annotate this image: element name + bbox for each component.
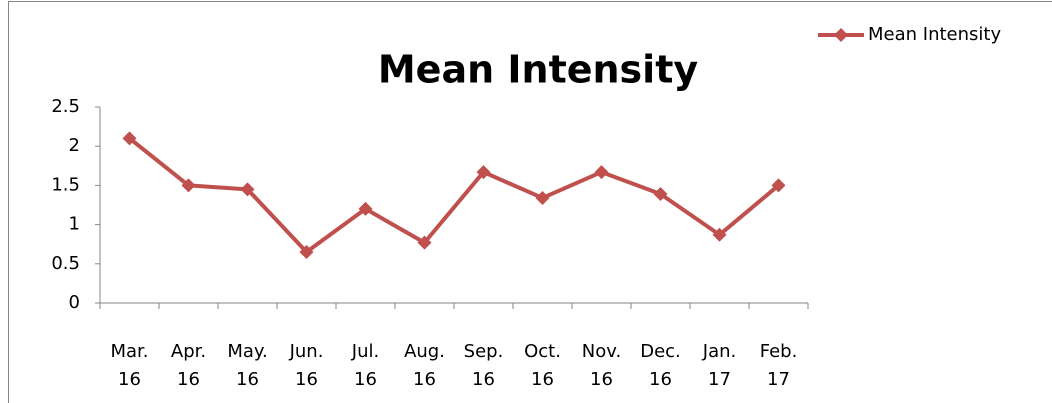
x-tick-label: May. 16 [227,341,267,390]
marker [594,165,609,180]
x-tick-label: Jul. 16 [351,341,379,390]
x-tick-label: Jun. 16 [289,341,324,390]
marker [712,227,727,242]
marker [417,235,432,250]
legend-label: Mean Intensity [868,24,1001,45]
y-tick-label: 1.5 [51,174,80,195]
marker [358,201,373,216]
x-tick-label: Dec. 16 [640,341,681,390]
x-tick-label: Oct. 16 [524,341,561,390]
chart-title: Mean Intensity [378,48,699,92]
chart-frame [8,1,1052,403]
x-tick-label: Feb. 17 [760,341,798,390]
marker [122,131,137,146]
y-tick-label: 2.5 [51,96,80,117]
x-tick-label: Nov. 16 [582,341,621,390]
x-tick-label: Sep. 16 [464,341,504,390]
y-tick-label: 0.5 [51,253,80,274]
marker [240,182,255,197]
marker [476,165,491,180]
marker [535,190,550,205]
marker [181,178,196,193]
marker [653,187,668,202]
line [128,136,780,255]
y-tick-label: 1 [69,214,80,235]
x-tick-label: Mar. 16 [110,341,148,390]
marker [771,178,786,193]
marker [299,245,314,260]
legend-marker [834,28,848,42]
x-tick-label: Apr. 16 [171,341,206,390]
y-tick-label: 2 [69,135,80,156]
y-tick-label: 0 [69,292,80,313]
x-tick-label: Aug. 16 [404,341,445,390]
x-tick-label: Jan. 17 [702,341,736,390]
